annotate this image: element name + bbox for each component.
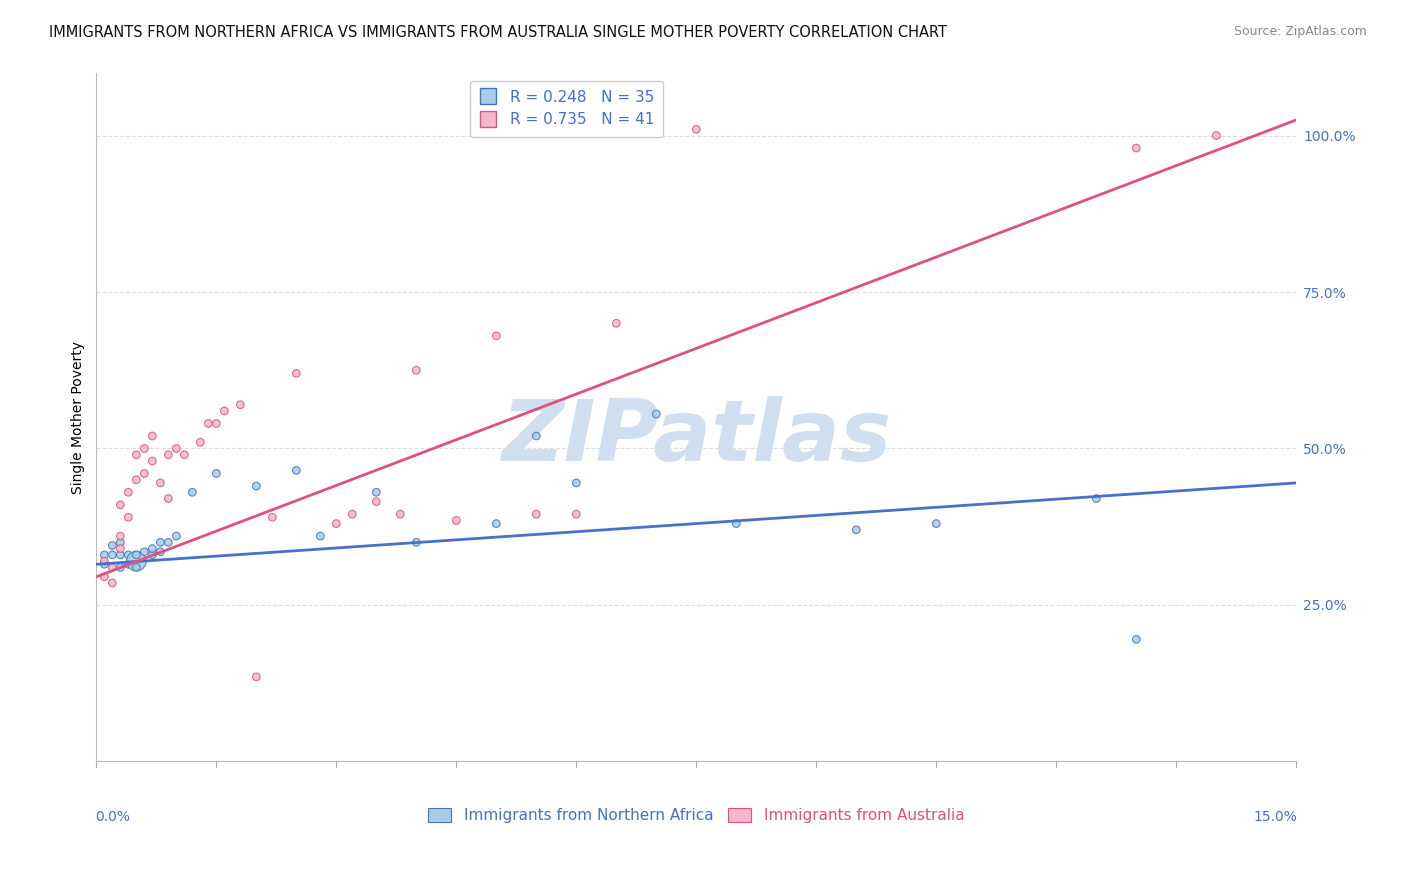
Point [565, 475, 588, 490]
Point [405, 535, 427, 549]
Point [157, 448, 180, 462]
Point [1125, 141, 1147, 155]
Point [285, 367, 308, 381]
Point [1125, 632, 1147, 647]
Point [101, 539, 124, 553]
Point [110, 529, 132, 543]
Point [405, 363, 427, 377]
Point [342, 507, 364, 521]
Point [197, 417, 219, 431]
Point [110, 498, 132, 512]
Point [325, 516, 347, 531]
Point [565, 507, 588, 521]
Point [645, 407, 668, 421]
Point [181, 485, 204, 500]
Point [389, 507, 412, 521]
Point [1205, 128, 1227, 143]
Point [157, 491, 180, 506]
Point [157, 535, 180, 549]
Point [446, 513, 468, 527]
Point [141, 548, 163, 562]
Point [188, 435, 211, 450]
Point [205, 467, 228, 481]
Point [1085, 491, 1108, 506]
Point [245, 479, 267, 493]
Text: 15.0%: 15.0% [1254, 810, 1298, 823]
Point [110, 548, 132, 562]
Point [110, 535, 132, 549]
Point [93, 554, 115, 568]
Point [141, 429, 163, 443]
Point [110, 541, 132, 556]
Point [117, 548, 139, 562]
Point [214, 404, 236, 418]
Point [125, 560, 148, 574]
Point [149, 475, 172, 490]
Point [101, 548, 124, 562]
Point [524, 507, 547, 521]
Point [285, 463, 308, 477]
Point [485, 328, 508, 343]
Point [110, 560, 132, 574]
Point [117, 510, 139, 524]
Point [262, 510, 284, 524]
Point [149, 545, 172, 559]
Point [134, 442, 156, 456]
Point [605, 316, 627, 330]
Text: Source: ZipAtlas.com: Source: ZipAtlas.com [1233, 25, 1367, 38]
Point [149, 535, 172, 549]
Point [165, 442, 187, 456]
Point [309, 529, 332, 543]
Point [125, 548, 148, 562]
Point [125, 473, 148, 487]
Point [165, 529, 187, 543]
Point [205, 417, 228, 431]
Point [93, 558, 115, 572]
Point [366, 485, 388, 500]
Point [101, 576, 124, 591]
Point [134, 467, 156, 481]
Text: 0.0%: 0.0% [96, 810, 131, 823]
Point [101, 560, 124, 574]
Point [134, 545, 156, 559]
Point [173, 448, 195, 462]
Point [229, 398, 252, 412]
Point [366, 494, 388, 508]
Point [117, 485, 139, 500]
Point [117, 558, 139, 572]
Point [524, 429, 547, 443]
Point [125, 448, 148, 462]
Text: ZIPatlas: ZIPatlas [501, 396, 891, 479]
Point [141, 541, 163, 556]
Text: IMMIGRANTS FROM NORTHERN AFRICA VS IMMIGRANTS FROM AUSTRALIA SINGLE MOTHER POVER: IMMIGRANTS FROM NORTHERN AFRICA VS IMMIG… [49, 25, 948, 40]
Point [93, 570, 115, 584]
Point [245, 670, 267, 684]
Point [141, 454, 163, 468]
Point [685, 122, 707, 136]
Point [725, 516, 748, 531]
Y-axis label: Single Mother Poverty: Single Mother Poverty [72, 341, 86, 493]
Point [925, 516, 948, 531]
Point [845, 523, 868, 537]
Point [93, 548, 115, 562]
Legend: R = 0.248   N = 35, R = 0.735   N = 41: R = 0.248 N = 35, R = 0.735 N = 41 [470, 80, 664, 136]
Point [485, 516, 508, 531]
Point [125, 554, 148, 568]
